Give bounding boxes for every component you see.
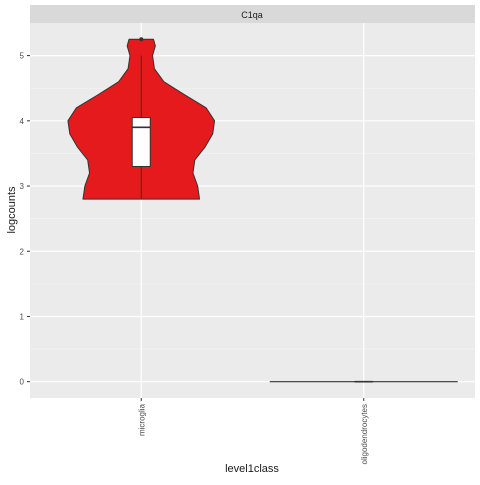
y-axis-title: logcounts — [6, 186, 18, 234]
x-axis-title: level1class — [225, 463, 279, 475]
y-tick-label: 0 — [20, 378, 25, 387]
y-tick-label: 4 — [20, 117, 25, 126]
facet-title: C1qa — [241, 10, 263, 20]
y-tick-label: 1 — [20, 312, 25, 321]
x-tick-label: oligodendrocytes — [360, 404, 369, 464]
y-tick-label: 3 — [20, 182, 25, 191]
y-tick-label: 2 — [20, 247, 25, 256]
outlier-point — [139, 37, 143, 41]
plot-panel — [30, 23, 475, 398]
x-tick-label: microglia — [137, 403, 146, 436]
y-tick-label: 5 — [20, 52, 25, 61]
box-microglia — [132, 118, 150, 167]
